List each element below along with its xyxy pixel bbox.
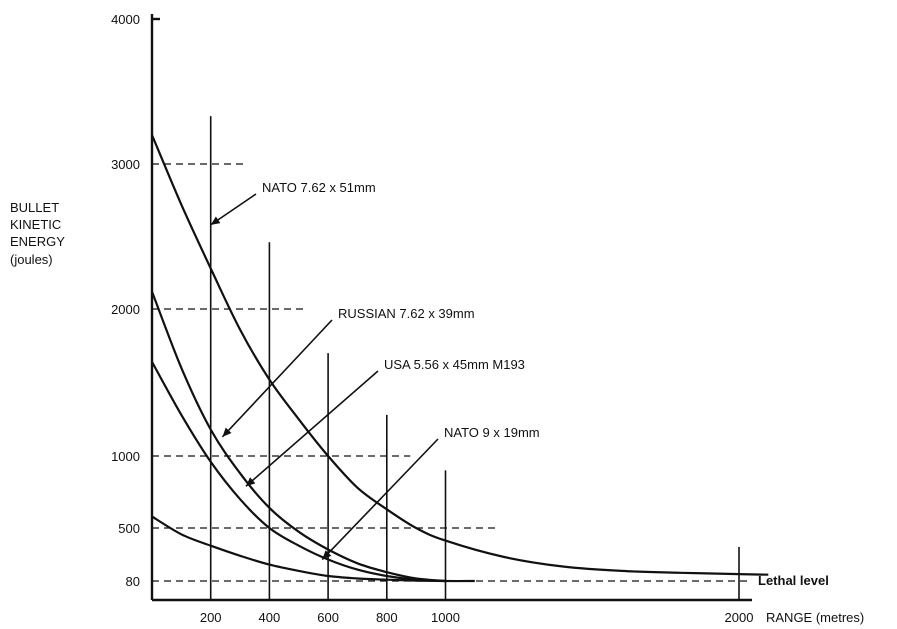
series-arrow-usa-5-56-x-45mm-m193 [245,370,379,487]
y-tick-label-80: 80 [126,574,140,589]
series-curves [150,134,769,583]
x-tick-label-800: 800 [376,610,398,625]
series-arrowhead-russian-7-62-x-39mm [222,427,232,437]
lethal-level-label: Lethal level [758,573,829,588]
series-label-russian-7-62-x-39mm: RUSSIAN 7.62 x 39mm [338,306,475,321]
x-tick-label-400: 400 [259,610,281,625]
series-annotations: NATO 7.62 x 51mm RUSSIAN 7.62 x 39mm USA 5… [210,180,540,561]
series-label-nato-7-62-x-51mm: NATO 7.62 x 51mm [262,180,376,195]
series-arrowhead-nato-9-x-19mm [322,550,332,560]
series-arrowhead-nato-7-62-x-51mm [210,216,221,225]
series-arrow-nato-7-62-x-51mm [210,193,257,226]
y-tick-label-2000: 2000 [111,302,140,317]
x-tick-label-200: 200 [200,610,222,625]
x-tick-label-2000: 2000 [725,610,754,625]
y-tick-label-1000: 1000 [111,449,140,464]
y-axis-label-line-2: KINETIC [10,217,61,232]
series-label-usa-5-56-x-45mm-m193: USA 5.56 x 45mm M193 [384,357,525,372]
tick-labels: 80 500 1000 2000 3000 4000 200 400 600 800 1000 200… [111,12,753,625]
series-line-nato-7-62-x-51mm [150,134,769,576]
x-axis-label: RANGE (metres) [766,610,864,625]
y-tick-label-500: 500 [118,521,140,536]
x-tick-label-1000: 1000 [431,610,460,625]
labels: BULLET KINETIC ENERGY (joules) RANGE (me… [10,200,864,625]
y-axis-label-line-4: (joules) [10,252,53,267]
y-tick-label-3000: 3000 [111,157,140,172]
series-arrowhead-usa-5-56-x-45mm-m193 [245,477,256,487]
y-axis-label-line-1: BULLET [10,200,59,215]
y-axis-label-line-3: ENERGY [10,234,65,249]
series-label-nato-9-x-19mm: NATO 9 x 19mm [444,425,540,440]
series-line-nato-9-x-19mm [151,515,475,583]
series-arrow-nato-9-x-19mm [321,438,439,561]
x-tick-label-600: 600 [317,610,339,625]
series-arrow-russian-7-62-x-39mm [221,319,333,438]
y-tick-label-4000: 4000 [111,12,140,27]
axes [150,14,752,602]
series-line-usa-5-56-x-45mm-m193 [151,361,446,583]
series-line-russian-7-62-x-39mm [150,291,446,583]
